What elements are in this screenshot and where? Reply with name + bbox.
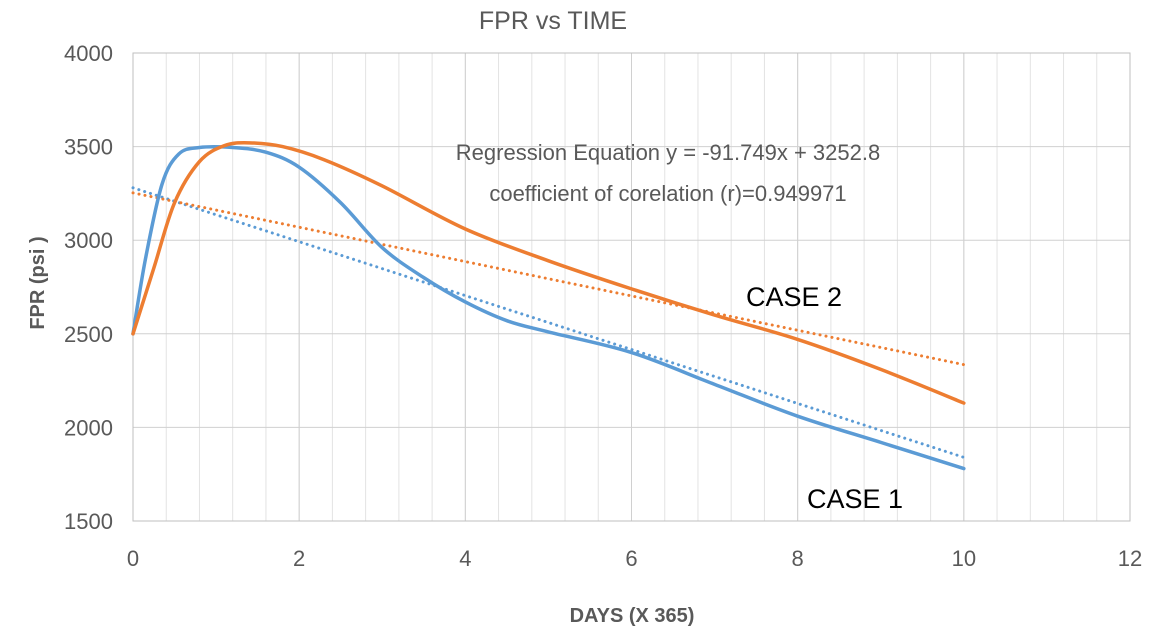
correlation-coefficient: coefficient of corelation (r)=0.949971 [489, 181, 846, 206]
case-1-label: CASE 1 [807, 484, 903, 514]
y-axis-label: FPR (psi ) [27, 236, 49, 329]
y-axis-ticks: 1500 2000 2500 3000 3500 4000 [64, 41, 113, 534]
x-tick-label: 2 [293, 546, 305, 571]
y-tick-label: 1500 [64, 509, 113, 534]
y-tick-label: 2000 [64, 415, 113, 440]
x-tick-label: 4 [459, 546, 471, 571]
x-axis-label: DAYS (X 365) [570, 605, 695, 627]
x-tick-label: 8 [792, 546, 804, 571]
regression-equation: Regression Equation y = -91.749x + 3252.… [456, 140, 880, 165]
series-layer [131, 141, 966, 471]
series-line-case-2-trendline [131, 191, 966, 367]
y-tick-label: 3500 [64, 135, 113, 160]
chart-title: FPR vs TIME [479, 7, 627, 35]
y-tick-label: 3000 [64, 228, 113, 253]
x-tick-label: 6 [625, 546, 637, 571]
y-tick-label: 4000 [64, 41, 113, 66]
case-2-label: CASE 2 [746, 282, 842, 312]
x-axis-ticks: 0 2 4 6 8 10 12 [127, 546, 1142, 571]
series-line-case-1-trendline [131, 186, 966, 459]
y-tick-label: 2500 [64, 322, 113, 347]
x-tick-label: 12 [1118, 546, 1142, 571]
series-line-case-2 [131, 141, 966, 405]
x-tick-label: 10 [952, 546, 976, 571]
series-line-case-1 [131, 145, 966, 471]
plot-area-frame [132, 52, 1131, 522]
major-gridlines [133, 53, 1130, 521]
x-tick-label: 0 [127, 546, 139, 571]
